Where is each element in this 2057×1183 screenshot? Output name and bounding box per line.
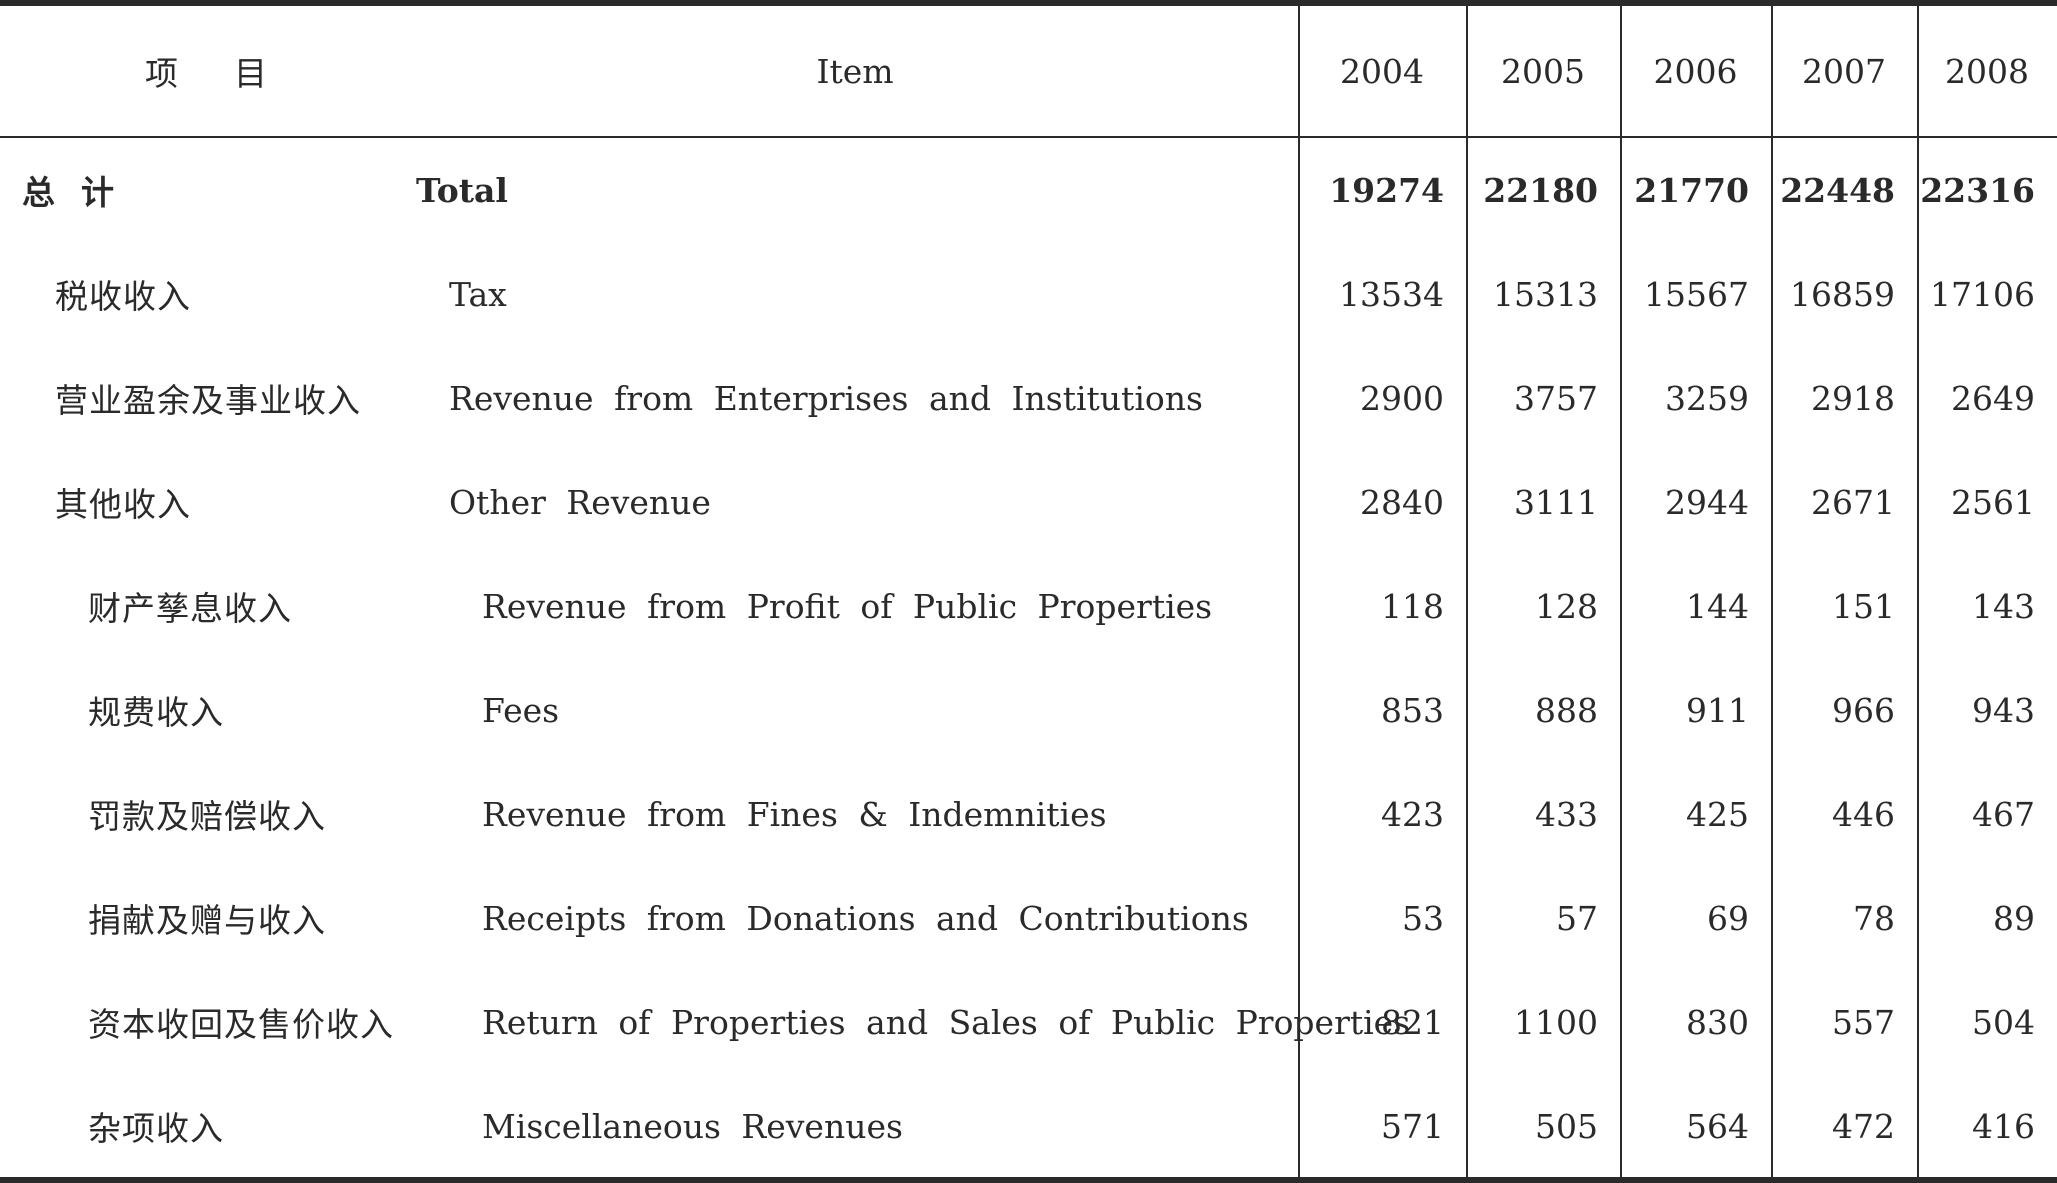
row-label-cn: 杂项收入 — [88, 1109, 224, 1148]
value-2007: 2671 — [1811, 482, 1895, 522]
row-label-en: Miscellaneous Revenues — [482, 1106, 903, 1146]
value-2007: 22448 — [1780, 170, 1895, 210]
column-divider — [1771, 6, 1773, 1177]
value-2004: 571 — [1381, 1106, 1444, 1146]
value-2005: 128 — [1535, 586, 1598, 626]
row-label-en: Revenue from Enterprises and Institution… — [449, 378, 1203, 418]
value-2007: 78 — [1853, 898, 1895, 938]
header-year-2008: 2008 — [1945, 51, 2029, 91]
value-2007: 472 — [1832, 1106, 1895, 1146]
column-divider — [1298, 6, 1300, 1177]
value-2007: 557 — [1832, 1002, 1895, 1042]
value-2008: 17106 — [1930, 274, 2035, 314]
value-2004: 423 — [1381, 794, 1444, 834]
row-label-cn: 税收收入 — [55, 277, 191, 316]
column-divider — [1917, 6, 1919, 1177]
row-label-en: Receipts from Donations and Contribution… — [482, 898, 1249, 938]
value-2006: 21770 — [1634, 170, 1749, 210]
value-2006: 144 — [1686, 586, 1749, 626]
value-2008: 143 — [1972, 586, 2035, 626]
value-2004: 19274 — [1329, 170, 1444, 210]
row-label-cn: 财产孳息收入 — [88, 589, 292, 628]
value-2008: 2561 — [1951, 482, 2035, 522]
value-2004: 821 — [1381, 1002, 1444, 1042]
table-row: 其他收入 Other Revenue 2840 3111 2944 2671 2561 — [0, 450, 2057, 554]
value-2005: 57 — [1556, 898, 1598, 938]
row-label-cn: 资本收回及售价收入 — [88, 1005, 394, 1044]
value-2008: 467 — [1972, 794, 2035, 834]
table-row: 税收收入 Tax 13534 15313 15567 16859 17106 — [0, 242, 2057, 346]
row-label-en: Revenue from Fines & Indemnities — [482, 794, 1107, 834]
value-2008: 504 — [1972, 1002, 2035, 1042]
value-2006: 425 — [1686, 794, 1749, 834]
row-label-cn: 规费收入 — [88, 693, 224, 732]
row-label-cn: 其他收入 — [55, 485, 191, 524]
value-2004: 2840 — [1360, 482, 1444, 522]
value-2008: 2649 — [1951, 378, 2035, 418]
value-2007: 966 — [1832, 690, 1895, 730]
value-2006: 830 — [1686, 1002, 1749, 1042]
row-label-en: Total — [416, 170, 508, 210]
table-row: 杂项收入 Miscellaneous Revenues 571 505 564 472 41… — [0, 1074, 2057, 1178]
value-2005: 888 — [1535, 690, 1598, 730]
value-2004: 2900 — [1360, 378, 1444, 418]
table-row: 捐献及赠与收入 Receipts from Donations and Contr… — [0, 866, 2057, 970]
table-row: 规费收入 Fees 853 888 911 966 943 — [0, 658, 2057, 762]
column-divider — [1466, 6, 1468, 1177]
value-2005: 22180 — [1483, 170, 1598, 210]
value-2008: 22316 — [1920, 170, 2035, 210]
table-row: 罚款及赔偿收入 Revenue from Fines & Indemnities 4… — [0, 762, 2057, 866]
row-label-en: Return of Properties and Sales of Public… — [482, 1002, 1411, 1042]
value-2007: 2918 — [1811, 378, 1895, 418]
value-2006: 15567 — [1644, 274, 1749, 314]
value-2004: 13534 — [1339, 274, 1444, 314]
header-separator-rule — [0, 136, 2057, 138]
table-row: 营业盈余及事业收入 Revenue from Enterprises and In… — [0, 346, 2057, 450]
value-2007: 151 — [1832, 586, 1895, 626]
value-2008: 89 — [1993, 898, 2035, 938]
value-2005: 433 — [1535, 794, 1598, 834]
row-label-en: Revenue from Profit of Public Properties — [482, 586, 1213, 626]
row-label-cn: 营业盈余及事业收入 — [55, 381, 361, 420]
header-year-2006: 2006 — [1653, 51, 1738, 91]
row-label-en: Tax — [449, 274, 507, 314]
value-2006: 3259 — [1665, 378, 1749, 418]
value-2005: 3111 — [1514, 482, 1598, 522]
value-2008: 943 — [1972, 690, 2035, 730]
table-row: 资本收回及售价收入 Return of Properties and Sales … — [0, 970, 2057, 1074]
value-2008: 416 — [1972, 1106, 2035, 1146]
table-top-rule — [0, 0, 2057, 6]
row-label-cn: 捐献及赠与收入 — [88, 901, 326, 940]
value-2004: 853 — [1381, 690, 1444, 730]
row-label-en: Other Revenue — [449, 482, 711, 522]
header-item-cn: 项目 — [145, 54, 323, 93]
value-2006: 564 — [1686, 1106, 1749, 1146]
value-2005: 505 — [1535, 1106, 1598, 1146]
value-2007: 446 — [1832, 794, 1895, 834]
value-2006: 69 — [1707, 898, 1749, 938]
value-2005: 3757 — [1514, 378, 1598, 418]
value-2006: 2944 — [1665, 482, 1749, 522]
header-item-en: Item — [816, 51, 894, 91]
table-row: 总 计 Total 19274 22180 21770 22448 22316 — [0, 138, 2057, 242]
row-label-en: Fees — [482, 690, 560, 730]
value-2004: 53 — [1402, 898, 1444, 938]
table-bottom-rule — [0, 1177, 2057, 1183]
row-label-cn: 罚款及赔偿收入 — [88, 797, 326, 836]
column-divider — [1620, 6, 1622, 1177]
value-2006: 911 — [1686, 690, 1749, 730]
header-year-2004: 2004 — [1340, 51, 1424, 91]
header-year-2005: 2005 — [1501, 51, 1585, 91]
value-2007: 16859 — [1790, 274, 1895, 314]
header-year-2007: 2007 — [1802, 51, 1886, 91]
row-label-cn: 总 计 — [22, 173, 115, 212]
table-row: 财产孳息收入 Revenue from Profit of Public Prop… — [0, 554, 2057, 658]
value-2004: 118 — [1381, 586, 1444, 626]
value-2005: 15313 — [1493, 274, 1598, 314]
value-2005: 1100 — [1514, 1002, 1598, 1042]
